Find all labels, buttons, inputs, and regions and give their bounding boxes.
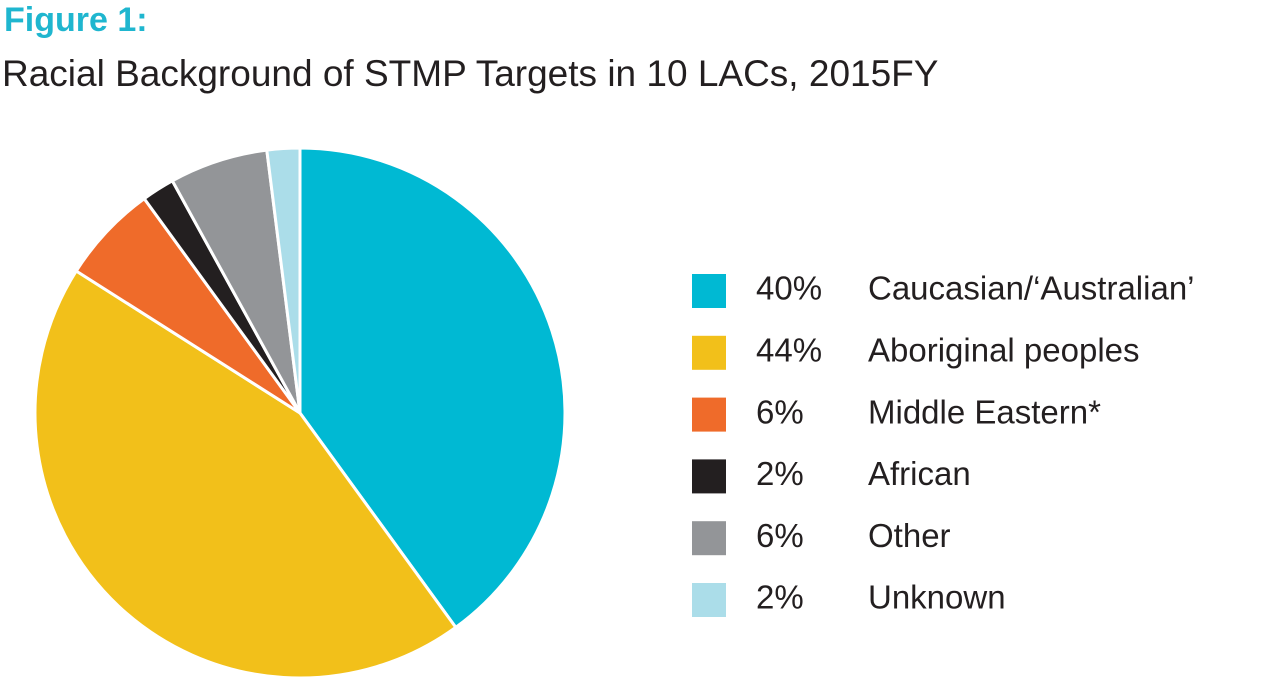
chart-title: Figure 1: (4, 1, 148, 39)
legend-swatch (692, 335, 726, 370)
pie-slice (33, 269, 458, 680)
chart-subtitle: Racial Background of STMP Targets in 10 … (2, 53, 938, 94)
legend-swatch (692, 459, 726, 494)
legend-label: Other (868, 517, 951, 554)
legend-label: African (868, 455, 971, 492)
legend-label: Middle Eastern* (868, 393, 1101, 430)
legend-value-label: 2% (756, 455, 804, 492)
legend-label: Unknown (868, 579, 1006, 616)
legend-value-label: 6% (756, 393, 804, 430)
legend-swatch (692, 521, 726, 556)
legend-value-label: 6% (756, 517, 804, 554)
legend-swatch (692, 274, 726, 308)
legend-label: Aboriginal peoples (868, 332, 1140, 369)
legend-value-label: 2% (756, 579, 804, 616)
pie-slice (298, 146, 567, 629)
legend-label: Caucasian/‘Australian’ (868, 270, 1195, 307)
legend-swatch (692, 397, 726, 432)
legend-swatch (692, 583, 726, 617)
legend-value-label: 40% (756, 270, 822, 307)
legend-value-label: 44% (756, 332, 822, 369)
pie-slice (265, 146, 302, 415)
